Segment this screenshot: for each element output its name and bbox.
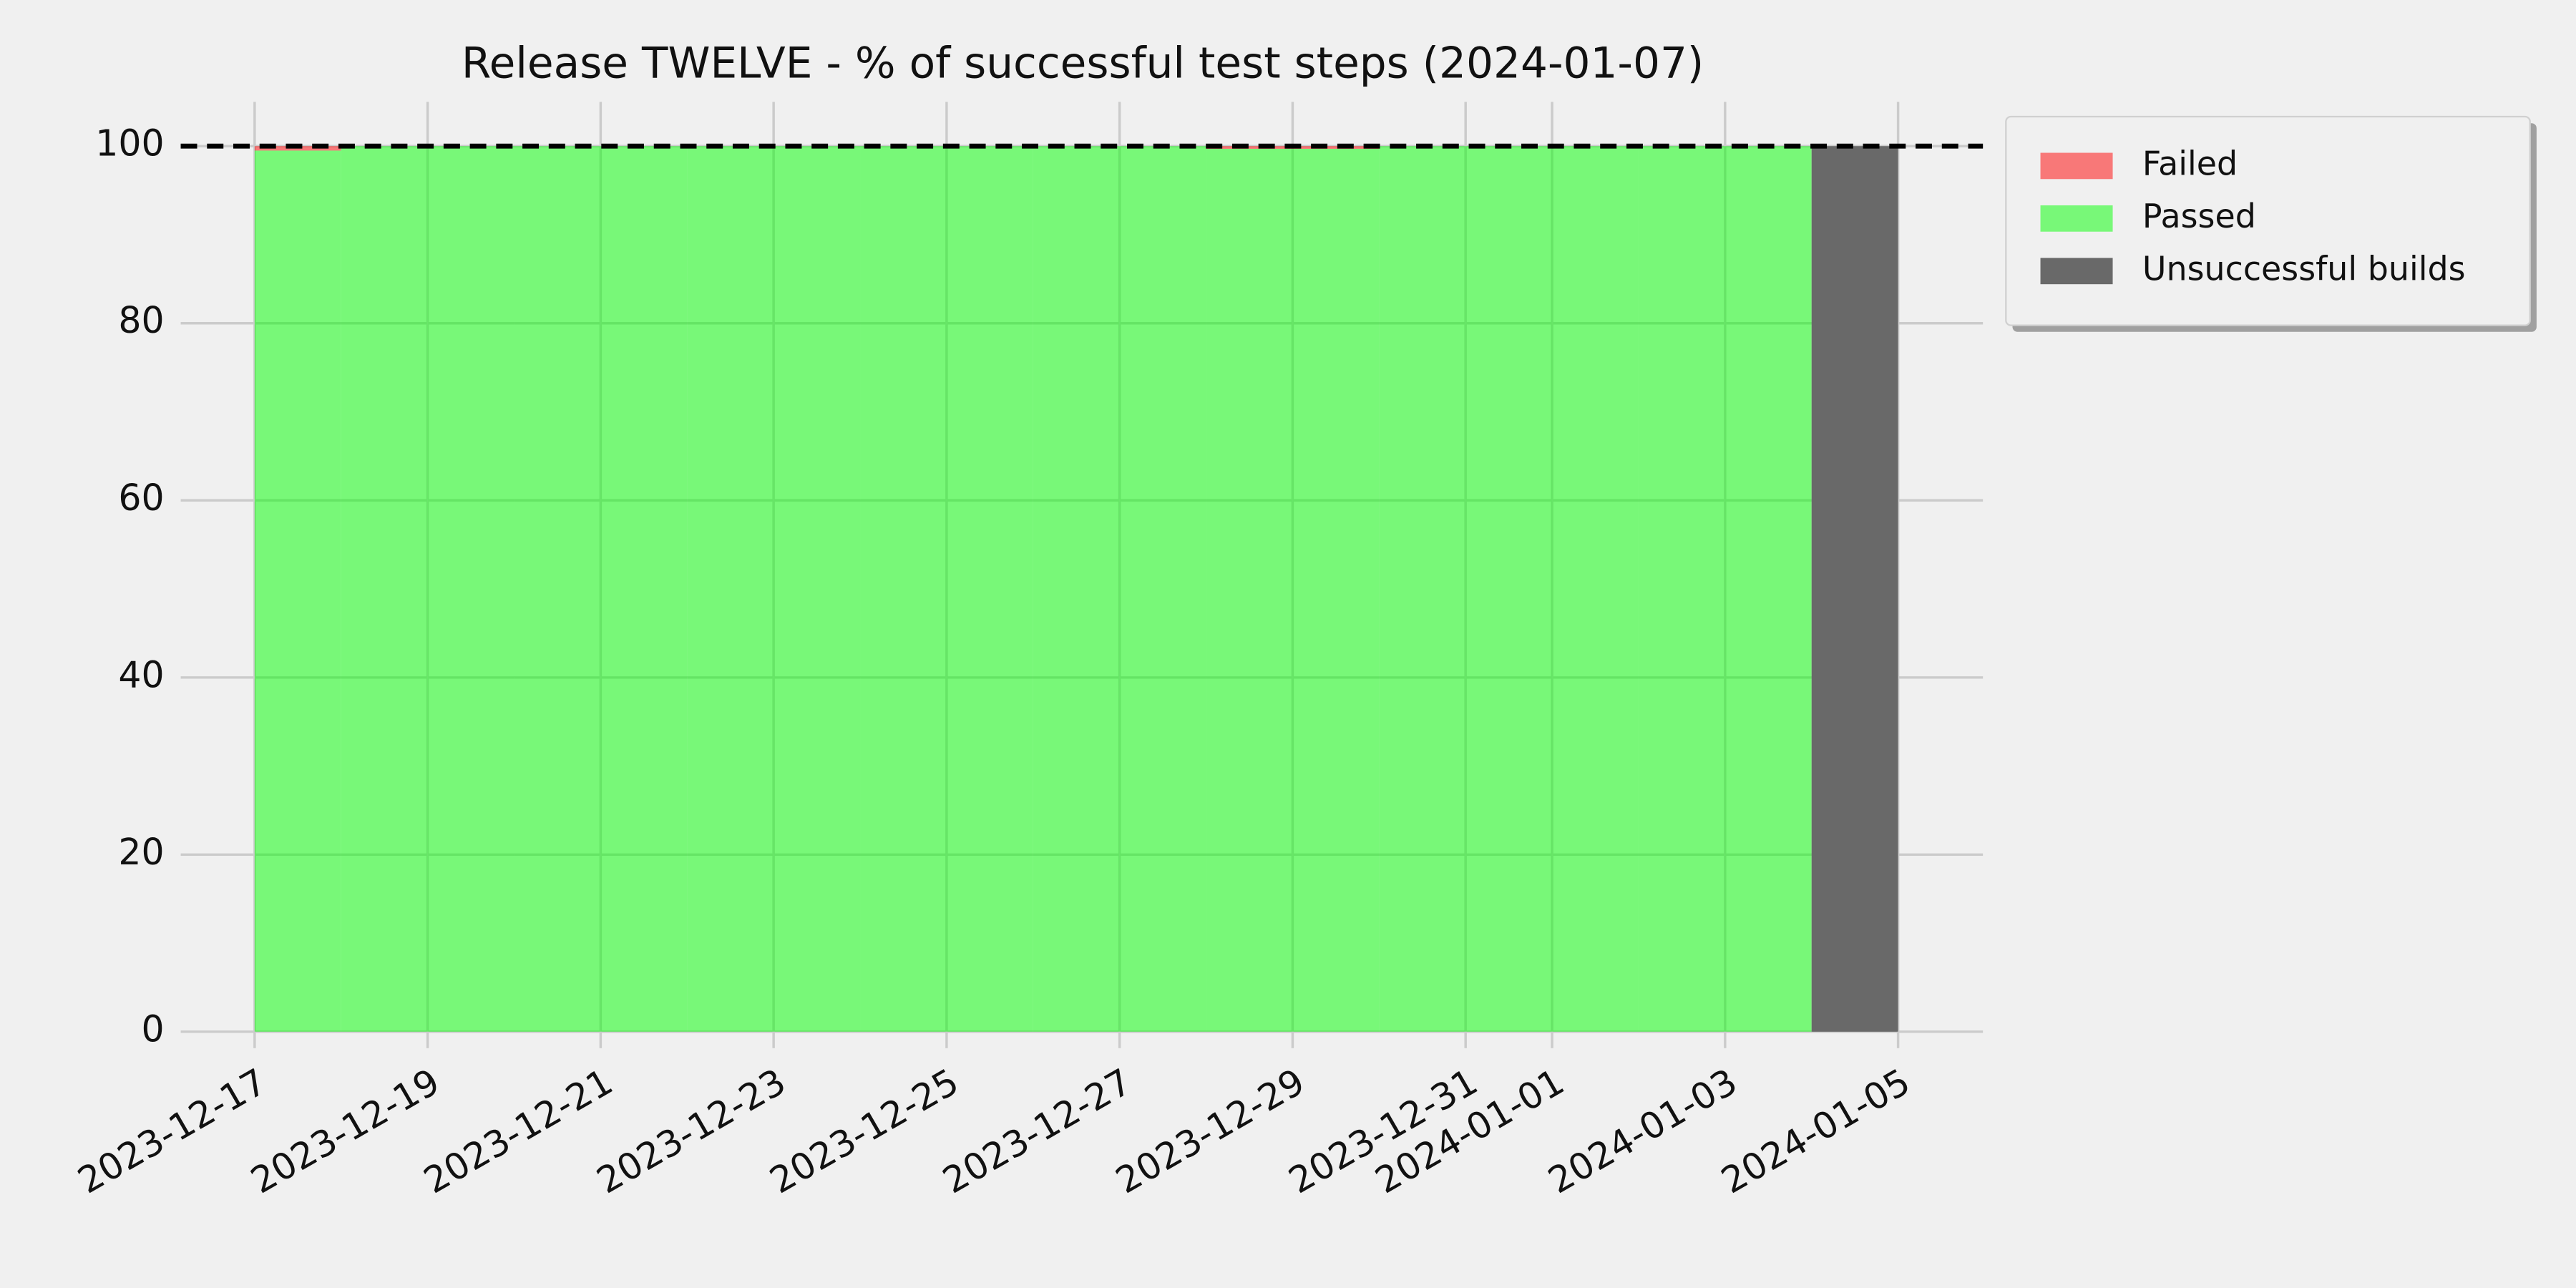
area-segment	[774, 146, 861, 1032]
legend-swatch	[2040, 152, 2113, 180]
area-segment	[1552, 146, 1639, 1032]
area-segment	[341, 146, 428, 1032]
y-tick-label: 0	[141, 1008, 164, 1050]
area-segment	[946, 146, 1033, 1032]
y-tick-label: 80	[118, 299, 164, 341]
area-segment	[600, 146, 688, 1032]
y-tick-label: 60	[118, 477, 164, 519]
area-segment	[1465, 146, 1553, 1032]
legend-label: Unsuccessful builds	[2142, 249, 2466, 288]
legend-swatch	[2040, 258, 2113, 285]
legend-box	[2005, 115, 2531, 326]
areas	[254, 146, 1898, 1032]
area-segment	[1811, 146, 1898, 1032]
legend-label: Failed	[2142, 144, 2238, 182]
area-segment	[1292, 148, 1380, 1032]
area-segment	[514, 146, 601, 1032]
area-segment	[427, 146, 514, 1032]
area-segment	[1206, 148, 1293, 1032]
area-segment	[1292, 146, 1380, 149]
y-tick-label: 100	[95, 122, 164, 165]
legend-swatch	[2040, 205, 2113, 232]
y-tick-label: 40	[118, 653, 164, 696]
legend: Failed Passed Unsuccessful builds	[2005, 115, 2537, 332]
area-segment	[860, 146, 947, 1032]
area-segment	[254, 150, 341, 1032]
area-segment	[1206, 146, 1293, 149]
area-segment	[1119, 146, 1206, 1032]
area-segment	[1724, 146, 1812, 1032]
y-tick-label: 20	[118, 831, 164, 873]
area-segment	[687, 146, 774, 1032]
area-segment	[1033, 146, 1120, 1032]
area-segment	[1638, 146, 1725, 1032]
area-segment	[1379, 146, 1466, 1032]
legend-label: Passed	[2142, 197, 2256, 235]
chart-title: Release TWELVE - % of successful test st…	[462, 39, 1704, 88]
